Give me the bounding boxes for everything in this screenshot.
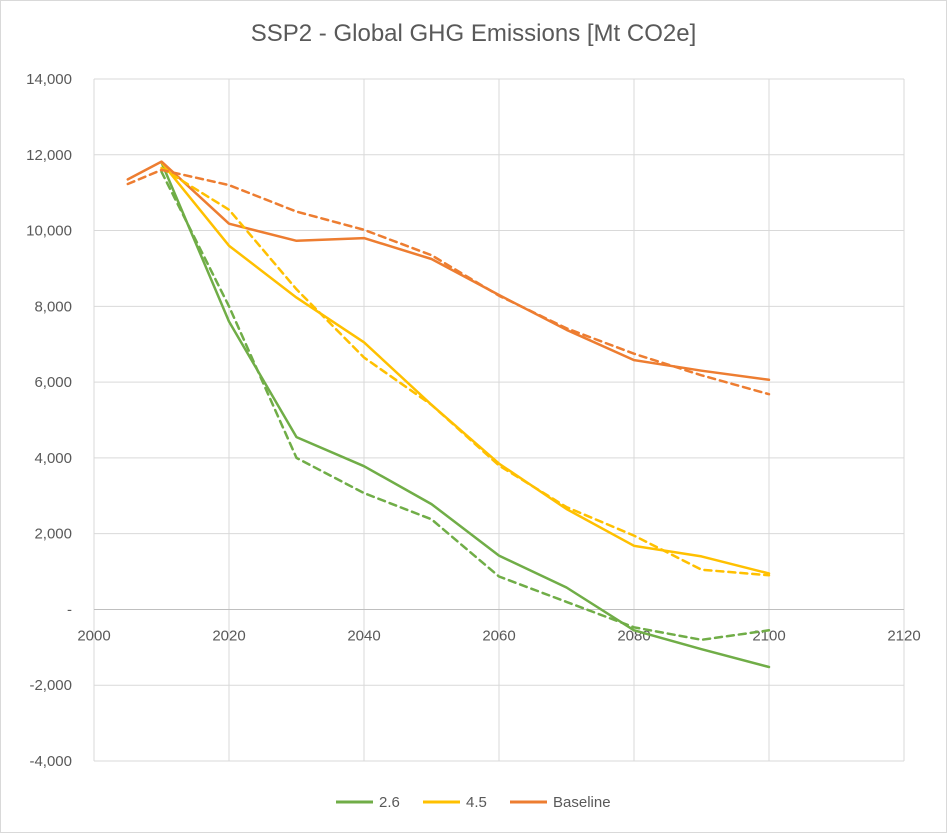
y-axis-ticks: -4,000-2,000-2,0004,0006,0008,00010,0001… [26,71,72,770]
legend-label: 2.6 [379,794,400,811]
series-line-0 [160,161,771,669]
series-layer [126,160,771,669]
y-tick-label: 8,000 [34,298,72,315]
x-tick-label: 2040 [347,627,380,644]
y-tick-label: 14,000 [26,71,72,88]
y-tick-label: -4,000 [29,753,72,770]
series-line-2 [126,160,771,382]
x-tick-label: 2000 [77,627,110,644]
y-tick-label: 10,000 [26,223,72,240]
x-tick-label: 2060 [482,627,515,644]
dashed-series-line-4 [160,166,771,577]
y-tick-label: -2,000 [29,677,72,694]
x-tick-label: 2100 [752,627,785,644]
x-tick-label: 2120 [887,627,920,644]
dashed-series-line-3 [160,170,771,642]
legend: 2.6 4.5 Baseline [336,794,611,811]
x-tick-label: 2020 [212,627,245,644]
y-tick-label: 4,000 [34,450,72,467]
legend-label: Baseline [553,794,611,811]
series-line-1 [160,161,771,575]
y-tick-label: 6,000 [34,374,72,391]
dashed-series-line-5 [126,168,771,396]
y-tick-label: - [67,601,72,618]
legend-label: 4.5 [466,794,487,811]
x-axis-ticks: 2000 2020 2040 2060 2080 2100 2120 [77,627,920,644]
y-tick-label: 2,000 [34,526,72,543]
y-tick-label: 12,000 [26,147,72,164]
chart-title: SSP2 - Global GHG Emissions [Mt CO2e] [250,20,697,47]
